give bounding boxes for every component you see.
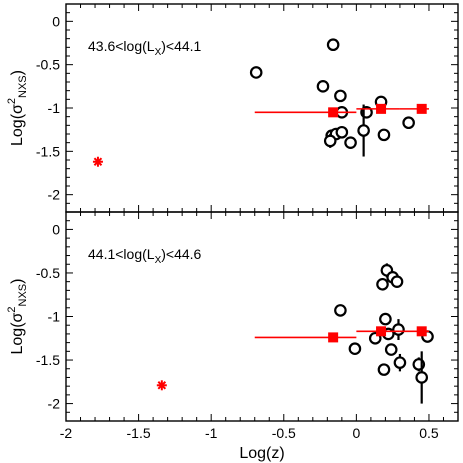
panel-bottom-data-point [379, 312, 392, 326]
panel-top-ytick-label: -1.5 [36, 143, 60, 159]
x-axis-label: Log(z) [239, 445, 284, 462]
panel-bottom-data-point [390, 275, 404, 288]
panel-top-data-point [357, 124, 370, 137]
panel-bottom-xtick-label: -2 [60, 425, 73, 441]
panel-top-data-point [377, 128, 391, 142]
panel-top-ytick-label: 0 [52, 13, 60, 29]
panel-top-asterisk-point [92, 156, 103, 167]
panel-bottom-ytick-label: -0.5 [36, 265, 60, 281]
panel-top-binned-point [328, 107, 339, 118]
panel-top-data-point [316, 80, 330, 93]
panel-bottom-binned-point [376, 326, 387, 337]
panel-top-data-point [335, 125, 349, 139]
panel-bottom-data-point [348, 342, 362, 356]
panel-bottom-xtick-label: -1.5 [127, 425, 151, 441]
panel-top-asterisk-stroke [93, 157, 103, 166]
panel-bottom-ytick-label: -2 [48, 396, 61, 412]
panel-bottom-binned-point [328, 332, 339, 343]
panel-top-y-axis-label: Log(σ2NXS) [6, 70, 29, 146]
panel-bottom-asterisk-point [156, 380, 167, 391]
panel-bottom-data-point [334, 304, 347, 317]
panel-bottom-ytick-label: -1.5 [36, 352, 60, 368]
panel-bottom-xtick-label: 0 [352, 425, 360, 441]
panel-top-ytick-label: -1 [48, 100, 61, 116]
panel-top-binned-point [416, 103, 427, 114]
panel-top-ytick-label: -2 [48, 187, 61, 203]
panel-bottom-xtick-label: -1 [205, 425, 218, 441]
panel-top-data-point [326, 38, 340, 52]
panel-bottom-xtick-label: 0.5 [419, 425, 439, 441]
panel-bottom-annotation: 44.1<log(LX)<44.6 [88, 246, 202, 266]
panel-top-data-point [344, 136, 357, 149]
panel-bottom-frame [65, 211, 459, 422]
panel-bottom-data-point [393, 356, 407, 369]
panel-bottom-data-point [415, 371, 429, 384]
panel-bottom-xtick-label: -0.5 [272, 425, 296, 441]
panel-bottom-asterisk-stroke [157, 381, 167, 390]
panel-top-data-point [402, 116, 415, 130]
panel-bottom-data-point [384, 343, 398, 356]
panel-bottom-ytick-label: -1 [48, 309, 61, 325]
panel-bottom-data-point [392, 323, 405, 336]
panel-bottom-data-point [377, 363, 391, 376]
panel-top-data-point [323, 134, 337, 148]
panel-bottom-y-axis-label: Log(σ2NXS) [6, 279, 29, 355]
panel-bottom-ytick-label: 0 [52, 221, 60, 237]
panel-top-annotation: 43.6<log(LX)<44.1 [88, 38, 202, 58]
panel-top-frame [65, 3, 459, 213]
panel-top-ytick-label: -0.5 [36, 57, 60, 73]
panel-top-data-point [334, 89, 347, 103]
panel-top-binned-point [376, 103, 387, 114]
panel-bottom-binned-point [416, 326, 427, 337]
panel-top-data-point [249, 66, 263, 79]
panel-bottom-data-point [376, 277, 389, 291]
